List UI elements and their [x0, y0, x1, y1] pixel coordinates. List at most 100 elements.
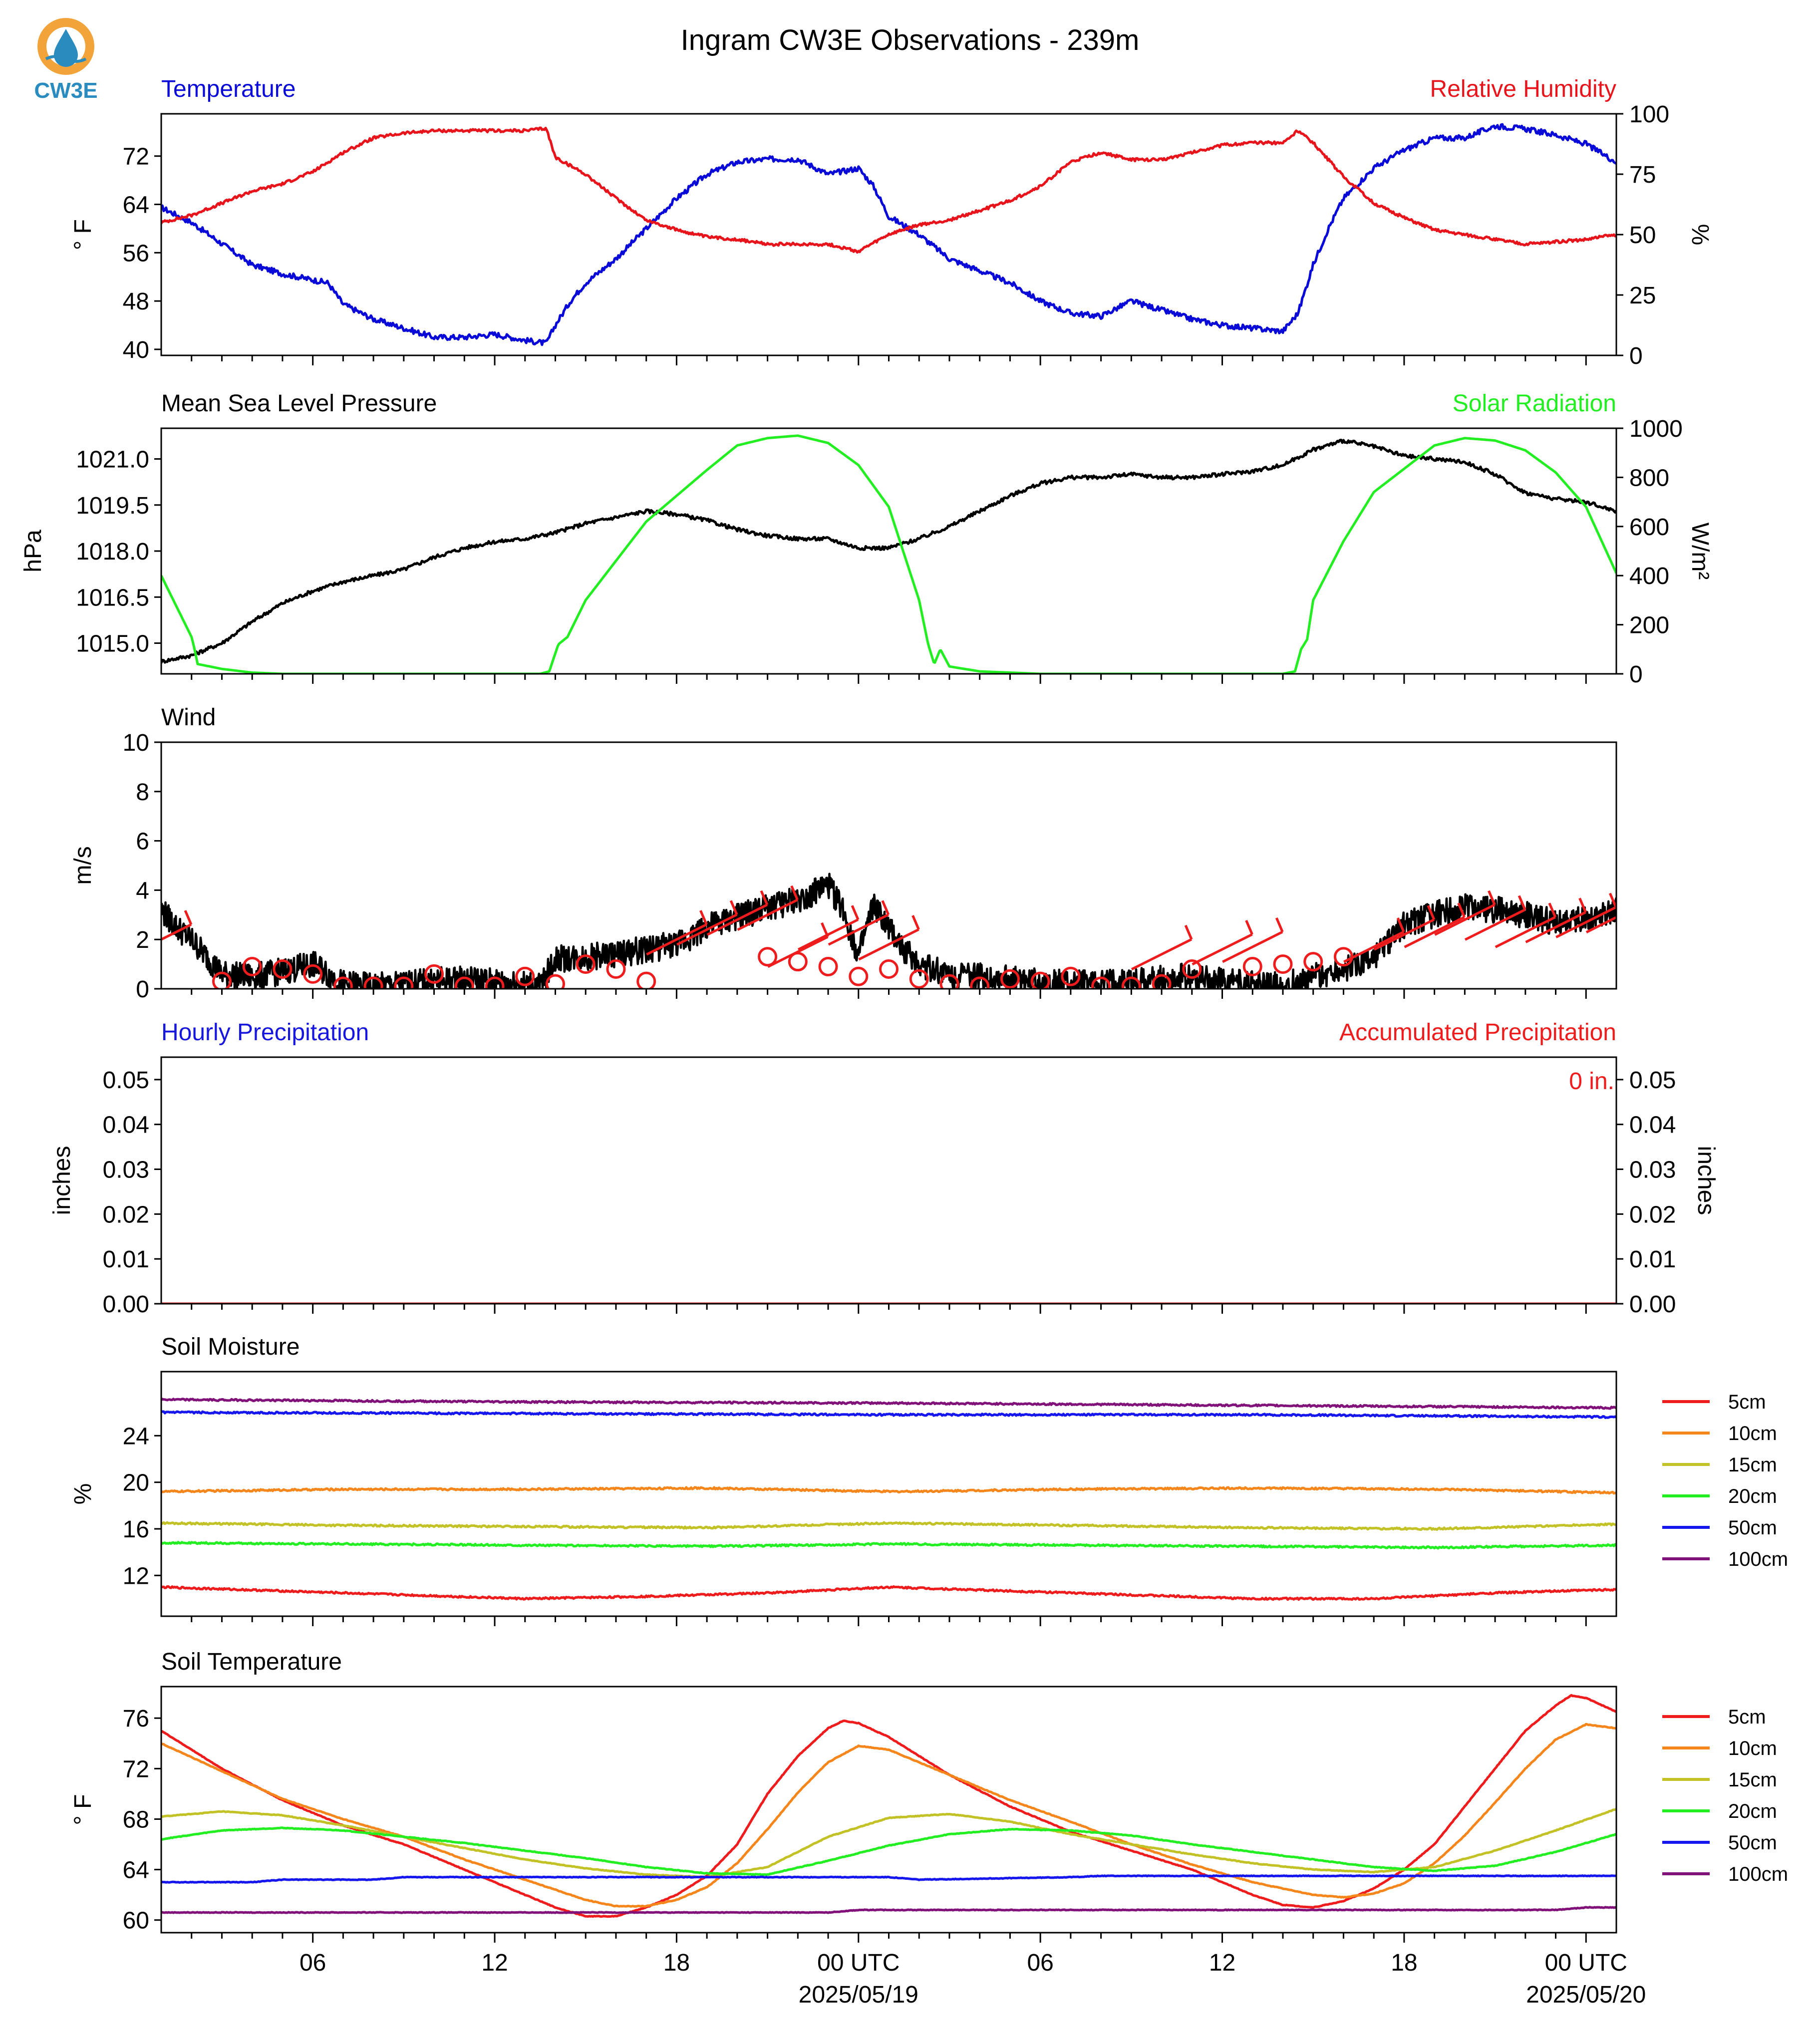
ytick-label-left: 40 — [123, 337, 149, 363]
series-5cm — [161, 1585, 1616, 1601]
ytick-label-right: 0.05 — [1629, 1067, 1676, 1094]
legend-label: 5cm — [1728, 1391, 1766, 1413]
panel-precip: Hourly Precipitation Accumulated Precipit… — [49, 1019, 1719, 1318]
calm-marker — [424, 964, 444, 984]
xtick-label: 18 — [663, 1950, 690, 1976]
panel-pressure_solar: Mean Sea Level Pressure Solar Radiation 10… — [20, 390, 1713, 688]
series-15cm — [161, 1521, 1616, 1531]
calm-marker — [818, 957, 838, 977]
calm-marker — [1061, 966, 1081, 986]
wind-barb — [1222, 917, 1284, 963]
ytick-label-right: 0.03 — [1629, 1157, 1676, 1183]
xtick-label: 18 — [1391, 1950, 1417, 1976]
wind-barb — [1585, 915, 1616, 933]
ytick-label-left: 20 — [123, 1470, 149, 1496]
ytick-label-right: 0.04 — [1629, 1112, 1676, 1139]
series-50cm — [161, 1874, 1616, 1884]
calm-marker — [1273, 954, 1293, 974]
xtick-date: 2025/05/20 — [1526, 1982, 1646, 2008]
wind-barb — [646, 910, 708, 956]
ytick-label-right: 25 — [1629, 283, 1656, 309]
panel-title-left: Temperature — [161, 76, 296, 102]
ytick-label-left: 72 — [123, 144, 149, 170]
plot-area — [161, 872, 1616, 989]
wind-barb — [1464, 895, 1526, 941]
plot-area — [161, 1694, 1616, 1918]
ytick-label-left: 0.05 — [103, 1067, 149, 1094]
panel-title-right: Solar Radiation — [1453, 390, 1616, 417]
legend-label: 5cm — [1728, 1706, 1766, 1728]
series-20cm — [161, 1826, 1616, 1876]
calm-marker — [545, 974, 565, 989]
ytick-label-left: 0.00 — [103, 1291, 149, 1318]
ytick-label-left: 72 — [123, 1756, 149, 1782]
ytick-label-right: 1000 — [1629, 416, 1683, 442]
calm-marker — [606, 959, 626, 979]
xtick-label: 06 — [1027, 1950, 1053, 1976]
wind-barb — [1373, 905, 1436, 951]
wind-barb — [1495, 902, 1557, 948]
ytick-label-left: 8 — [136, 779, 149, 806]
wind-barb — [1525, 897, 1587, 943]
ytick-label-left: 1019.5 — [76, 493, 149, 519]
wind-barb — [1131, 924, 1193, 971]
wind-barb — [676, 900, 738, 946]
legend-label: 15cm — [1728, 1769, 1777, 1791]
ytick-label-left: 0.02 — [103, 1201, 149, 1228]
ylabel-left: ° F — [70, 1794, 96, 1825]
legend-label: 20cm — [1728, 1800, 1777, 1822]
legend-label: 100cm — [1728, 1548, 1788, 1570]
calm-marker — [939, 974, 959, 989]
calm-marker — [273, 959, 293, 979]
ytick-label-left: 60 — [123, 1908, 149, 1934]
legend-label: 100cm — [1728, 1863, 1788, 1885]
legend-label: 50cm — [1728, 1517, 1777, 1539]
ylabel-left: inches — [49, 1146, 75, 1215]
series-humidity — [161, 126, 1616, 254]
calm-marker — [1242, 957, 1262, 977]
calm-marker — [1030, 971, 1050, 989]
ylabel-left: hPa — [20, 530, 46, 573]
panel-title-right: Accumulated Precipitation — [1339, 1019, 1616, 1046]
calm-marker — [242, 957, 262, 977]
calm-marker — [1000, 969, 1020, 989]
calm-marker — [1182, 959, 1202, 979]
ytick-label-left: 1021.0 — [76, 447, 149, 473]
xtick-label: 00 UTC — [817, 1950, 900, 1976]
ytick-label-left: 76 — [123, 1706, 149, 1732]
legend-label: 10cm — [1728, 1738, 1777, 1759]
series-100cm — [161, 1906, 1616, 1914]
panel-title-left: Soil Temperature — [161, 1649, 342, 1675]
wind-barb — [1555, 892, 1616, 938]
calm-marker — [849, 966, 869, 986]
series-pressure — [161, 438, 1616, 664]
ytick-label-right: 0 — [1629, 661, 1643, 688]
ytick-label-left: 4 — [136, 877, 149, 904]
ytick-label-right: 200 — [1629, 612, 1669, 639]
calm-marker — [1091, 976, 1111, 989]
wind-barb — [1343, 917, 1405, 963]
ylabel-right: W/m² — [1687, 523, 1713, 580]
ytick-label-left: 68 — [123, 1806, 149, 1833]
series-5cm — [161, 1694, 1616, 1918]
xtick-label: 12 — [1209, 1950, 1235, 1976]
calm-marker — [363, 976, 383, 989]
series-solar — [161, 434, 1616, 674]
series-50cm — [161, 1410, 1616, 1419]
ytick-label-left: 48 — [123, 289, 149, 315]
series-100cm — [161, 1398, 1616, 1410]
ytick-label-left: 2 — [136, 927, 149, 953]
panel-title-right: Relative Humidity — [1430, 76, 1616, 102]
ytick-label-right: 75 — [1629, 162, 1656, 188]
panel-wind: Wind 0 2 4 6 8 10 m/s — [70, 704, 1617, 1003]
series-10cm — [161, 1486, 1616, 1495]
panel-soil_temperature: Soil Temperature 60 64 68 72 76 ° F 06 12 18 00 UT… — [70, 1649, 1788, 2008]
legend-label: 50cm — [1728, 1832, 1777, 1854]
ytick-label-left: 0.01 — [103, 1246, 149, 1273]
calm-marker — [212, 971, 232, 989]
accum-annotation: 0 in. — [1569, 1068, 1614, 1095]
ytick-label-right: 100 — [1629, 101, 1669, 128]
ytick-label-left: 16 — [123, 1516, 149, 1543]
calm-marker — [333, 976, 353, 989]
logo-text: CW3E — [34, 78, 97, 103]
